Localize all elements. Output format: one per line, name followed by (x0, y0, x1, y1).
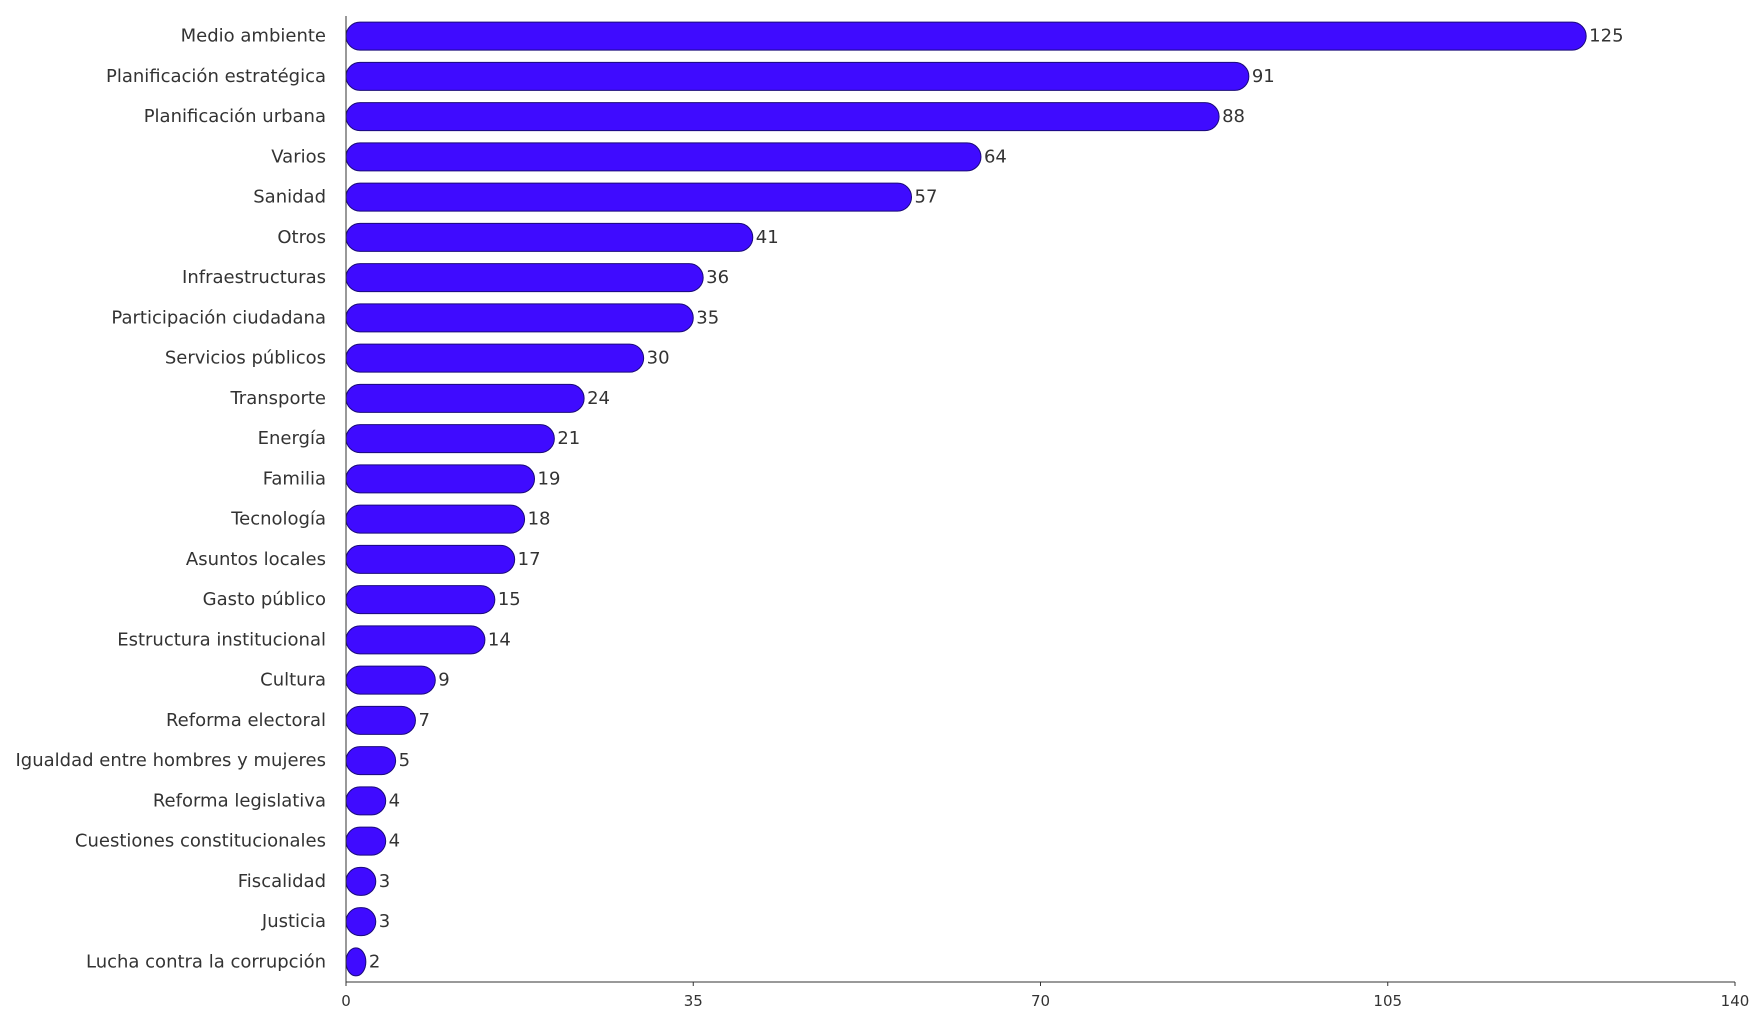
category-label: Reforma electoral (166, 710, 326, 731)
category-label: Fiscalidad (238, 871, 326, 892)
value-label: 35 (696, 307, 719, 328)
value-label: 30 (647, 348, 670, 369)
value-label: 24 (587, 388, 610, 409)
value-label: 2 (369, 951, 380, 972)
category-label: Transporte (229, 388, 326, 409)
category-label: Participación ciudadana (111, 307, 326, 328)
value-label: 3 (379, 911, 390, 932)
bar (345, 61, 1250, 91)
value-label: 14 (488, 629, 511, 650)
bar (345, 142, 982, 172)
bar (345, 182, 913, 212)
x-axis-ticks-group: 0 35 70 105 140 (341, 982, 1749, 1010)
value-label: 64 (984, 146, 1007, 167)
value-label: 41 (756, 227, 779, 248)
bar (345, 705, 416, 735)
bar (345, 222, 754, 252)
x-tick-label: 70 (1031, 992, 1050, 1010)
value-label: 91 (1252, 66, 1275, 87)
bar (345, 424, 555, 454)
category-labels-group: Medio ambiente Planificación estratégica P… (15, 26, 326, 973)
x-tick-label: 105 (1373, 992, 1402, 1010)
value-label: 88 (1222, 106, 1245, 127)
bar (345, 303, 694, 333)
value-label: 17 (518, 549, 541, 570)
category-label: Lucha contra la corrupción (86, 951, 326, 972)
bar (345, 826, 387, 856)
x-tick-label: 0 (341, 992, 351, 1010)
category-label: Reforma legislativa (153, 790, 326, 811)
bar (345, 504, 526, 534)
value-labels-group: 125 91 88 64 57 41 36 35 30 24 21 19 18 17 15 14 975 4 4 3 3… (369, 26, 1624, 973)
category-label: Cultura (260, 670, 326, 691)
category-label: Gasto público (203, 589, 326, 610)
value-label: 57 (915, 187, 938, 208)
category-label: Familia (263, 468, 326, 489)
category-label: Energía (258, 428, 326, 449)
category-label: Justicia (261, 911, 326, 932)
category-label: Cuestiones constitucionales (75, 831, 326, 852)
value-label: 4 (389, 790, 400, 811)
category-label: Sanidad (253, 187, 326, 208)
value-label: 9 (438, 670, 449, 691)
bar (345, 102, 1220, 132)
value-label: 5 (399, 750, 410, 771)
category-label: Planificación estratégica (106, 66, 326, 87)
value-label: 36 (706, 267, 729, 288)
category-label: Planificación urbana (144, 106, 326, 127)
bar (345, 263, 704, 293)
category-label: Igualdad entre hombres y mujeres (15, 750, 326, 771)
value-label: 4 (389, 831, 400, 852)
bar (345, 786, 387, 816)
category-label: Estructura institucional (117, 629, 326, 650)
value-label: 125 (1589, 26, 1623, 47)
value-label: 21 (557, 428, 580, 449)
value-label: 18 (528, 509, 551, 530)
x-tick-label: 140 (1721, 992, 1750, 1010)
bar (345, 866, 377, 896)
category-label: Tecnología (230, 509, 326, 530)
category-label: Otros (277, 227, 326, 248)
value-label: 3 (379, 871, 390, 892)
x-tick-label: 35 (684, 992, 703, 1010)
bars-group (345, 21, 1587, 977)
bar (345, 746, 397, 776)
category-label: Infraestructuras (182, 267, 326, 288)
bar (345, 383, 585, 413)
bar (345, 21, 1587, 51)
bar (345, 665, 436, 695)
value-label: 19 (538, 468, 561, 489)
category-label: Asuntos locales (186, 549, 326, 570)
bar (345, 464, 536, 494)
bar (345, 907, 377, 937)
value-label: 15 (498, 589, 521, 610)
category-label: Medio ambiente (181, 26, 326, 47)
category-label: Servicios públicos (165, 348, 326, 369)
value-label: 7 (418, 710, 429, 731)
bar (345, 585, 496, 615)
bar (345, 625, 486, 655)
bar (345, 544, 516, 574)
bar (345, 343, 645, 373)
bar (345, 947, 367, 977)
category-label: Varios (271, 146, 326, 167)
